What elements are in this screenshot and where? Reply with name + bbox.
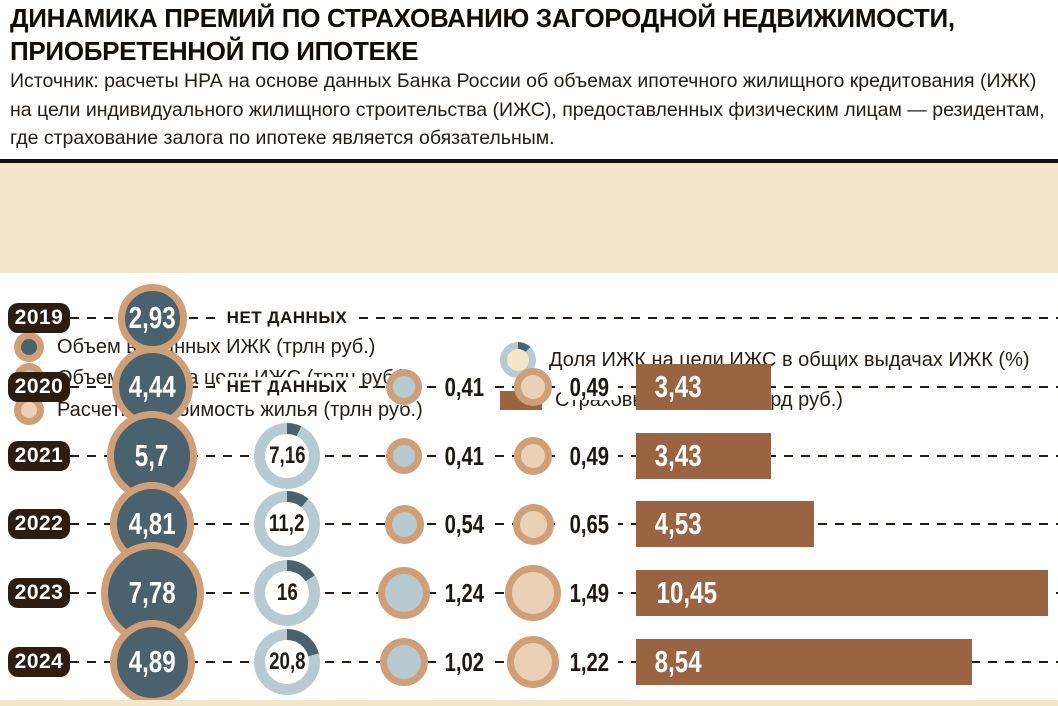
izs-value: 0,54 <box>436 511 493 538</box>
premium-value: 3,43 <box>654 437 702 473</box>
cost-circle <box>514 436 552 475</box>
divider-rule <box>0 159 1058 163</box>
cost-circle <box>505 565 561 622</box>
bottom-strip <box>0 700 1058 706</box>
izs-value: 0,41 <box>436 442 493 469</box>
issued-value: 7,78 <box>128 575 176 611</box>
issued-value: 5,7 <box>135 437 169 473</box>
premium-value: 3,43 <box>654 368 702 404</box>
issued-value: 4,44 <box>128 368 176 404</box>
issued-value: 4,89 <box>128 644 176 679</box>
year-pill: 2021 <box>8 440 70 471</box>
share-donut: 16 <box>254 560 320 627</box>
izs-circle <box>378 567 430 620</box>
premium-bar: 10,45 <box>636 570 1048 617</box>
issued-value: 4,81 <box>128 506 176 542</box>
no-data-label: НЕТ ДАННЫХ <box>219 308 355 328</box>
issued-value: 2,93 <box>128 300 176 335</box>
izs-circle <box>380 638 428 686</box>
premium-bar: 3,43 <box>636 432 771 479</box>
share-value: 16 <box>276 579 298 607</box>
teal-circle-icon <box>14 332 44 362</box>
share-donut: 7,16 <box>254 422 320 489</box>
cost-value: 0,49 <box>561 442 618 469</box>
share-donut: 20,8 <box>254 629 320 695</box>
premium-bar: 8,54 <box>636 639 972 685</box>
izs-value: 1,24 <box>436 580 493 607</box>
izs-circle <box>384 504 424 544</box>
premium-value: 4,53 <box>654 506 702 542</box>
share-donut: 11,2 <box>254 491 320 558</box>
cost-circle <box>512 503 554 545</box>
issued-circle: 4,89 <box>109 619 195 705</box>
no-data-label: НЕТ ДАННЫХ <box>219 376 355 397</box>
cost-value: 0,65 <box>561 511 618 538</box>
share-value: 7,16 <box>268 441 306 469</box>
premium-value: 10,45 <box>656 575 718 611</box>
cost-value: 1,22 <box>561 649 618 675</box>
year-pill: 2020 <box>8 371 70 402</box>
share-value: 20,8 <box>268 648 306 675</box>
cost-circle <box>514 367 552 406</box>
izs-circle <box>386 437 422 474</box>
cost-value: 1,49 <box>561 580 618 607</box>
izs-value: 1,02 <box>436 649 493 675</box>
izs-circle <box>386 368 422 405</box>
year-pill: 2023 <box>8 578 70 609</box>
share-value: 11,2 <box>269 510 305 538</box>
source-note: Источник: расчеты НРА на основе данных Б… <box>10 70 1045 150</box>
year-pill: 2024 <box>8 647 70 677</box>
premium-value: 8,54 <box>654 644 702 679</box>
year-pill: 2019 <box>8 303 70 333</box>
izs-value: 0,41 <box>436 373 493 400</box>
page-title: ДИНАМИКА ПРЕМИЙ ПО СТРАХОВАНИЮ ЗАГОРОДНО… <box>10 3 955 66</box>
row-dash-line <box>70 317 1058 319</box>
premium-bar: 3,43 <box>636 363 771 410</box>
cost-circle <box>507 636 559 688</box>
year-pill: 2022 <box>8 509 70 540</box>
premium-bar: 4,53 <box>636 501 814 548</box>
issued-circle: 2,93 <box>117 283 187 353</box>
cost-value: 0,49 <box>561 373 618 400</box>
